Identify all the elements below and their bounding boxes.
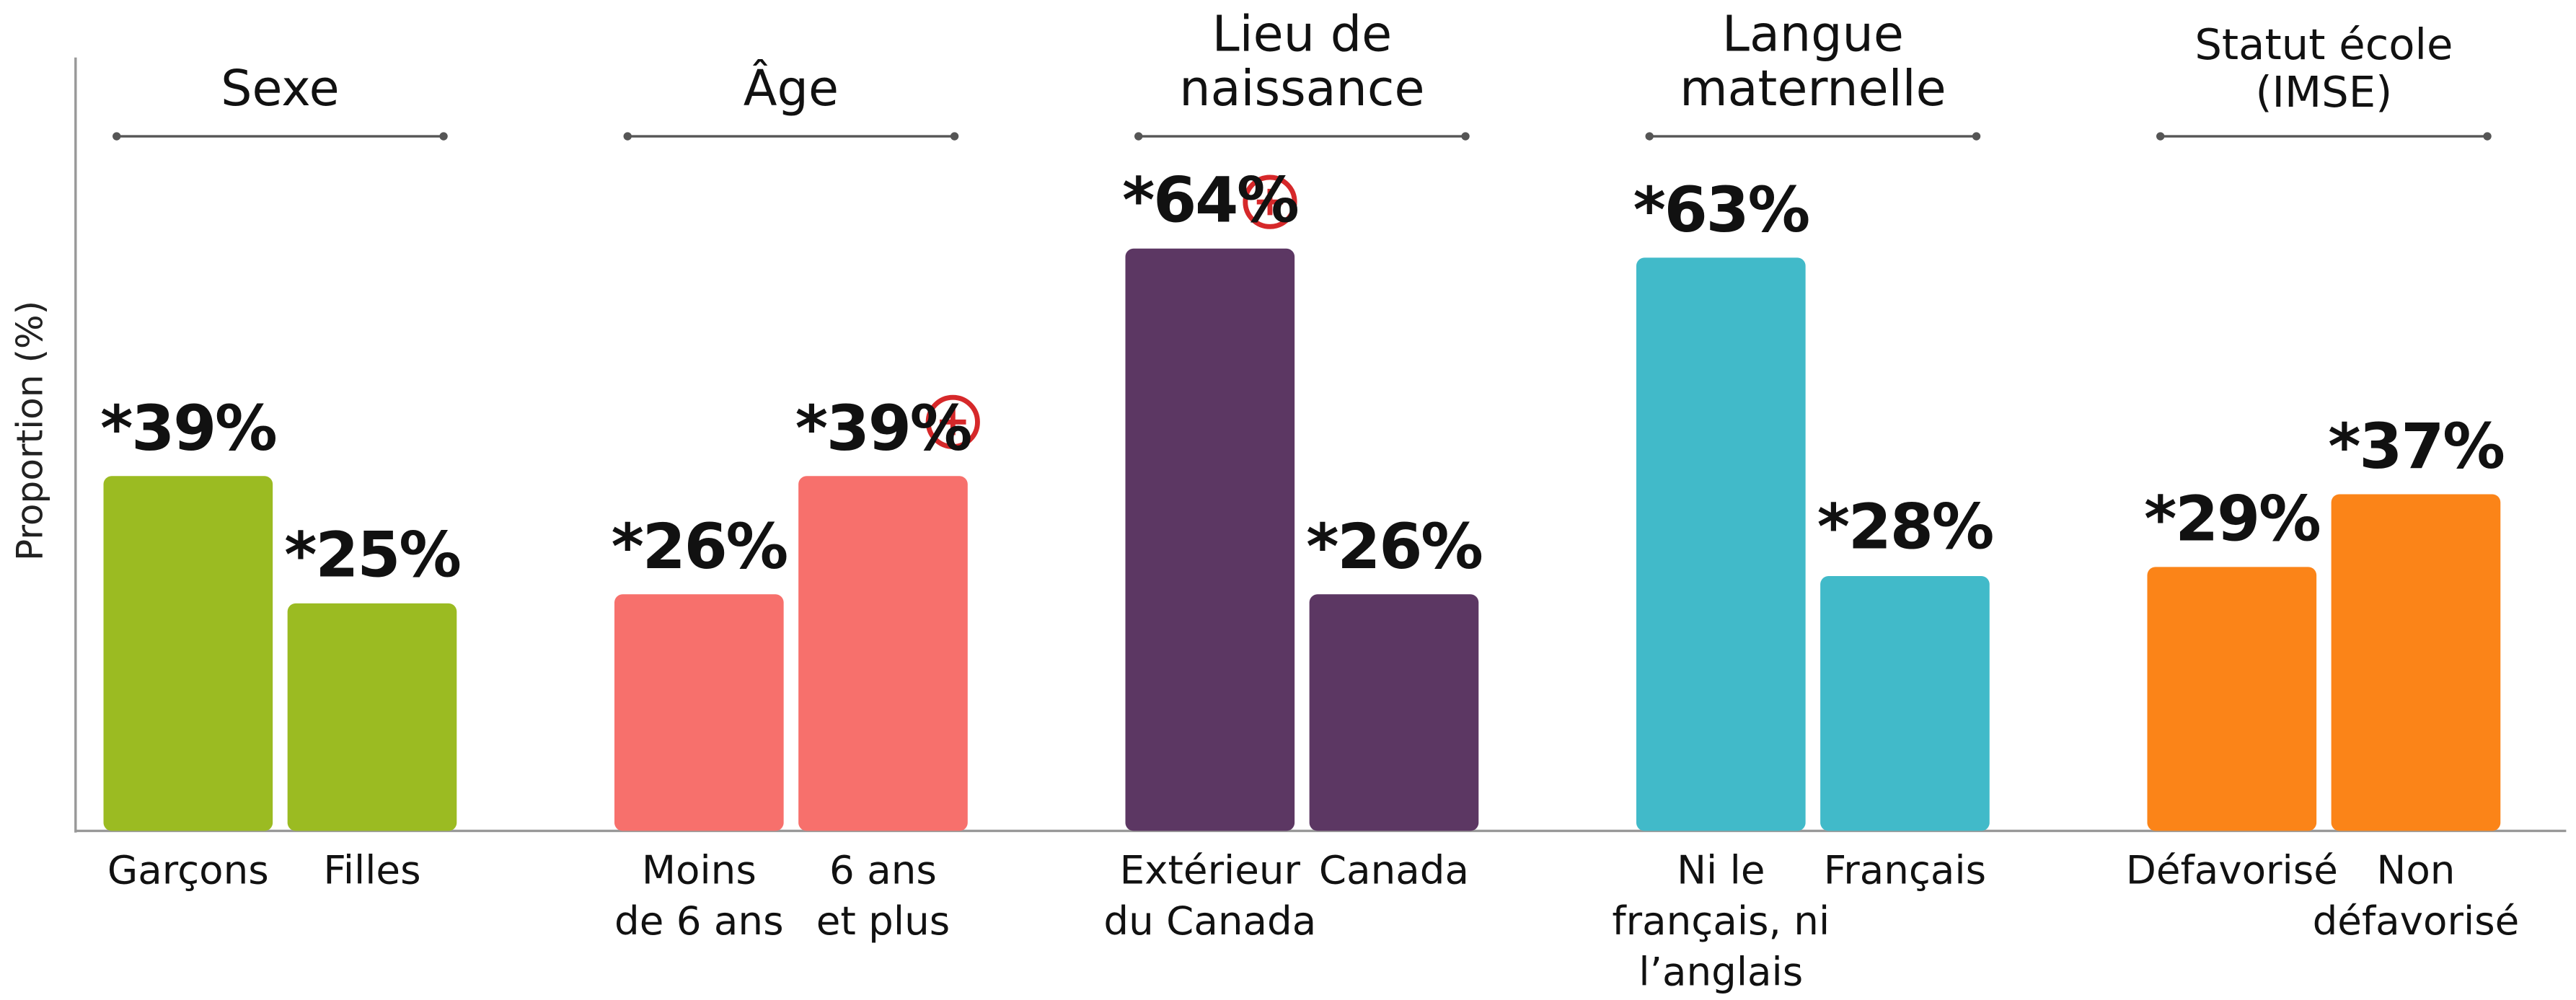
group-title: Sexe xyxy=(221,61,340,119)
bar xyxy=(1125,248,1295,831)
x-tick-label: Non défavorisé xyxy=(2312,847,2520,944)
value-label: *39% xyxy=(100,391,278,464)
group-title: Langue maternelle xyxy=(1680,6,1946,119)
x-tick-label: Moins de 6 ans xyxy=(614,847,784,944)
bar xyxy=(1636,257,1806,831)
x-tick-label: Défavorisé xyxy=(2125,847,2338,893)
group-title: Lieu de naissance xyxy=(1179,6,1425,119)
bar xyxy=(1820,576,1990,831)
bracket-end xyxy=(1461,132,1470,141)
value-label: *39% xyxy=(795,391,973,464)
value-label: *25% xyxy=(284,518,462,592)
bracket-end xyxy=(1972,132,1981,141)
value-label: *26% xyxy=(1306,510,1483,583)
value-label: *37% xyxy=(2328,410,2505,482)
bar xyxy=(1309,594,1479,831)
bar xyxy=(2331,494,2501,831)
bar xyxy=(103,476,273,831)
bracket-end xyxy=(950,132,959,141)
x-tick-label: Canada xyxy=(1318,847,1469,893)
significance-icon xyxy=(1243,174,1297,229)
bar xyxy=(614,594,784,831)
bracket-end xyxy=(1645,132,1654,141)
bracket-end xyxy=(2156,132,2165,141)
bar xyxy=(2147,567,2317,831)
bracket-end xyxy=(439,132,448,141)
x-tick-label: Garçons xyxy=(107,847,269,893)
value-label: *29% xyxy=(2144,482,2321,555)
group-title: Statut école (IMSE) xyxy=(2195,21,2453,118)
value-label: *63% xyxy=(1633,173,1811,246)
bracket-end xyxy=(2483,132,2492,141)
value-label: *26% xyxy=(611,510,789,583)
bracket-end xyxy=(623,132,632,141)
y-axis-label: Proportion (%) xyxy=(11,300,53,561)
bracket-end xyxy=(1134,132,1143,141)
bar xyxy=(798,476,968,831)
value-label: *28% xyxy=(1817,492,1995,565)
group-title: Âge xyxy=(743,61,839,119)
bracket-end xyxy=(113,132,121,141)
x-tick-label: Français xyxy=(1823,847,1987,893)
x-tick-label: 6 ans et plus xyxy=(816,847,950,944)
value-label: *64% xyxy=(1122,164,1300,236)
significance-icon xyxy=(925,394,980,449)
x-tick-label: Extérieur du Canada xyxy=(1103,847,1317,944)
x-tick-label: Ni le français, ni l’anglais xyxy=(1612,847,1830,996)
bar xyxy=(287,603,457,831)
x-tick-label: Filles xyxy=(323,847,421,893)
